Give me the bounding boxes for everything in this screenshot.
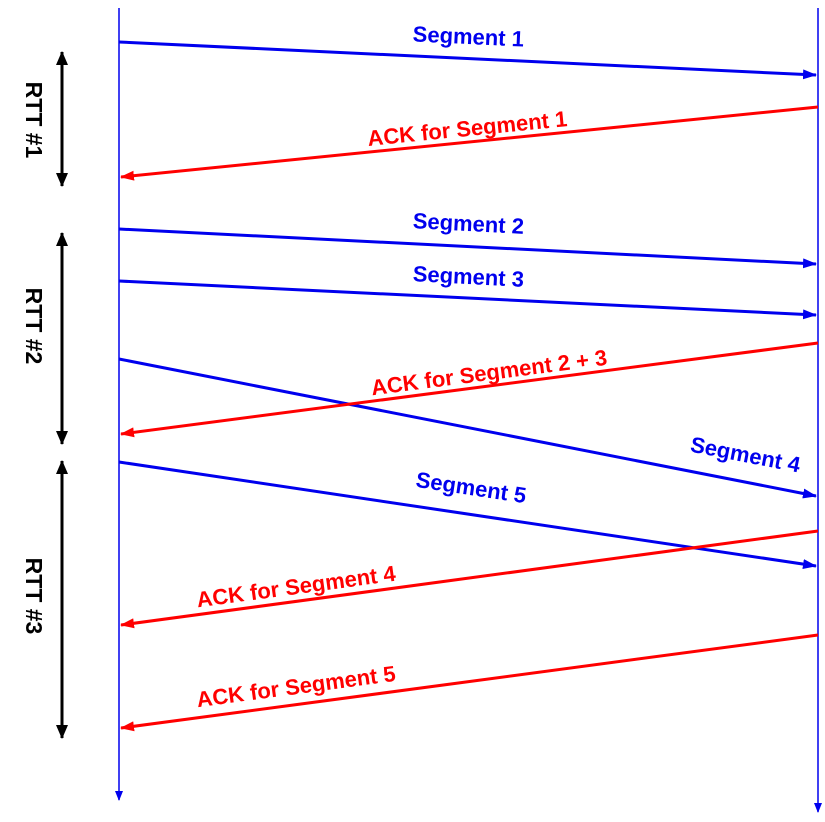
segment-2-arrow <box>118 227 817 269</box>
message-ack-2-3: ACK for Segment 2 + 3 <box>120 341 819 438</box>
rtt-1-label: RTT #1 <box>21 82 47 159</box>
rtt-bracket-3: RTT #3 <box>21 460 68 739</box>
message-ack-5: ACK for Segment 5 <box>120 633 819 732</box>
message-ack-4: ACK for Segment 4 <box>120 529 819 629</box>
rtt-3-label: RTT #3 <box>21 558 47 635</box>
segment-1-label: Segment 1 <box>412 21 524 51</box>
ack-2-3-label: ACK for Segment 2 + 3 <box>370 345 609 400</box>
ack-4-arrow <box>120 529 819 629</box>
segment-3-arrow <box>118 279 817 320</box>
message-segment-2: Segment 2 <box>118 208 817 269</box>
ack-5-arrow <box>120 633 819 732</box>
segment-2-label: Segment 2 <box>412 208 524 239</box>
segment-5-label: Segment 5 <box>414 467 528 508</box>
message-segment-1: Segment 1 <box>118 21 817 80</box>
rtt-2-label: RTT #2 <box>21 288 47 365</box>
rtt-bracket-1: RTT #1 <box>21 51 68 187</box>
message-segment-3: Segment 3 <box>118 261 817 320</box>
segment-3-label: Segment 3 <box>412 261 524 292</box>
message-segment-5: Segment 5 <box>118 460 817 570</box>
message-ack-1: ACK for Segment 1 <box>120 105 819 181</box>
ack-1-label: ACK for Segment 1 <box>366 106 568 151</box>
rtt-bracket-2: RTT #2 <box>21 232 68 445</box>
ack-2-3-arrow <box>120 341 819 438</box>
segment-5-arrow <box>118 460 817 570</box>
segment-4-label: Segment 4 <box>688 432 803 478</box>
ack-4-label: ACK for Segment 4 <box>195 561 398 613</box>
segment-1-arrow <box>118 40 817 80</box>
ack-1-arrow <box>120 105 819 181</box>
segment-4-arrow <box>118 357 817 499</box>
